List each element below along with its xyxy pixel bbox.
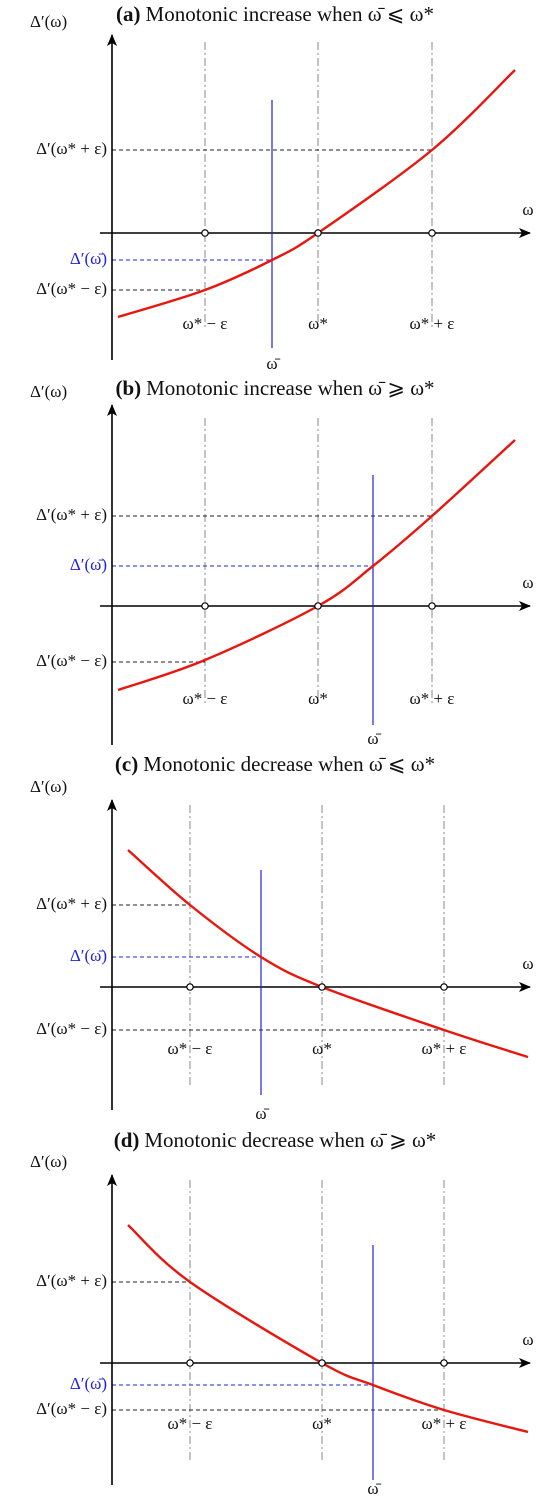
y-axis-label: Δ′(ω)	[30, 777, 67, 796]
y-level-label: Δ′(ω* + ε)	[36, 894, 107, 913]
panel-tag: (b)	[115, 376, 141, 400]
axis-point	[440, 983, 448, 991]
axis-point	[428, 229, 436, 237]
y-level-label: Δ′(ω* + ε)	[36, 139, 107, 158]
x-level-label: ω* − ε	[183, 314, 228, 333]
y-level-label: Δ′(ω* + ε)	[36, 505, 107, 524]
x-level-label: ω* + ε	[410, 314, 455, 333]
x-level-label: ω*	[312, 1039, 332, 1058]
curve	[127, 849, 529, 1059]
panel: (b) Monotonic increase when ω̄ ⩾ ω* Δ′(ω) ω…	[30, 376, 534, 748]
x-level-label: ω* − ε	[168, 1414, 213, 1433]
axis-point	[318, 1359, 326, 1367]
panel-title-text: Monotonic increase when ω̄ ⩾ ω*	[146, 376, 434, 400]
y-axis-label: Δ′(ω)	[30, 1152, 67, 1171]
omega-bar-label: ω̄	[367, 1479, 381, 1498]
panel: (a) Monotonic increase when ω̄ ⩽ ω* Δ′(ω) ω…	[30, 2, 534, 373]
x-level-label: ω* + ε	[410, 689, 455, 708]
curve	[117, 69, 516, 319]
x-level-label: ω*	[308, 314, 328, 333]
panel: (c) Monotonic decrease when ω̄ ⩽ ω* Δ′(ω) ω…	[30, 752, 534, 1123]
axis-point	[201, 602, 209, 610]
x-level-label: ω* − ε	[168, 1039, 213, 1058]
y-level-label: Δ′(ω* − ε)	[36, 1399, 107, 1418]
panel-title: (b) Monotonic increase when ω̄ ⩾ ω*	[115, 376, 434, 400]
axis-point	[186, 983, 194, 991]
y-axis-label: Δ′(ω)	[30, 382, 67, 401]
y-level-label: Δ′(ω̄)	[70, 555, 107, 574]
panel-title: (a) Monotonic increase when ω̄ ⩽ ω*	[116, 2, 434, 26]
axis-point	[428, 602, 436, 610]
y-level-label: Δ′(ω* − ε)	[36, 651, 107, 670]
panel-title-text: Monotonic decrease when ω̄ ⩾ ω*	[144, 1128, 436, 1152]
axis-point	[314, 229, 322, 237]
x-level-label: ω*	[308, 689, 328, 708]
panel-tag: (d)	[114, 1128, 140, 1152]
x-axis-label: ω	[522, 1330, 533, 1349]
panel-title-text: Monotonic increase when ω̄ ⩽ ω*	[146, 2, 434, 26]
x-axis-label: ω	[522, 200, 533, 219]
y-level-label: Δ′(ω* + ε)	[36, 1271, 107, 1290]
panel-title: (c) Monotonic decrease when ω̄ ⩽ ω*	[115, 752, 435, 776]
panel-tag: (c)	[115, 752, 138, 776]
x-axis-label: ω	[522, 954, 533, 973]
panel: (d) Monotonic decrease when ω̄ ⩾ ω* Δ′(ω) ω…	[30, 1128, 534, 1498]
y-axis-label: Δ′(ω)	[30, 12, 67, 31]
omega-bar-label: ω̄	[255, 1104, 269, 1123]
panel-title: (d) Monotonic decrease when ω̄ ⩾ ω*	[114, 1128, 437, 1152]
x-axis-label: ω	[522, 573, 533, 592]
x-level-label: ω*	[312, 1414, 332, 1433]
curve	[117, 439, 516, 692]
y-level-label: Δ′(ω* − ε)	[36, 279, 107, 298]
y-level-label: Δ′(ω̄)	[70, 249, 107, 268]
y-level-label: Δ′(ω* − ε)	[36, 1019, 107, 1038]
axis-point	[314, 602, 322, 610]
y-level-label: Δ′(ω̄)	[70, 946, 107, 965]
curve	[127, 1224, 529, 1434]
axis-point	[440, 1359, 448, 1367]
omega-bar-label: ω̄	[266, 354, 280, 373]
axis-point	[186, 1359, 194, 1367]
panel-tag: (a)	[116, 2, 141, 26]
panel-title-text: Monotonic decrease when ω̄ ⩽ ω*	[143, 752, 435, 776]
x-level-label: ω* + ε	[422, 1414, 467, 1433]
axis-point	[201, 229, 209, 237]
x-level-label: ω* − ε	[183, 689, 228, 708]
axis-point	[318, 983, 326, 991]
omega-bar-label: ω̄	[367, 729, 381, 748]
y-level-label: Δ′(ω̄)	[70, 1374, 107, 1393]
x-level-label: ω* + ε	[422, 1039, 467, 1058]
